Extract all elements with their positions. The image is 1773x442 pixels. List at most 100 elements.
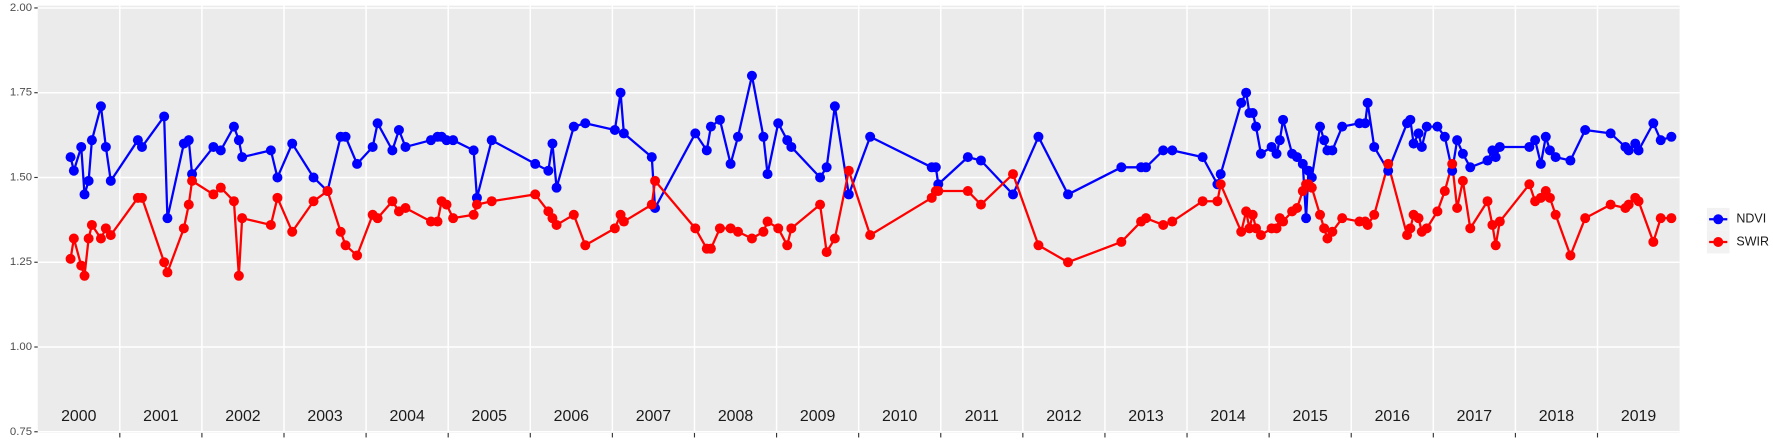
data-point <box>551 219 562 230</box>
data-point <box>646 199 657 210</box>
data-point <box>1565 250 1576 261</box>
data-point <box>646 152 657 163</box>
data-point <box>618 128 629 139</box>
data-point <box>1439 131 1450 142</box>
data-point <box>725 158 736 169</box>
data-point <box>1197 152 1208 163</box>
data-point <box>1439 186 1450 197</box>
data-point <box>1490 240 1501 251</box>
data-point <box>233 270 244 281</box>
data-point <box>1247 209 1258 220</box>
data-point <box>393 125 404 136</box>
data-point <box>159 111 170 122</box>
data-point <box>486 196 497 207</box>
year-label: 2013 <box>1128 408 1164 425</box>
data-point <box>1319 223 1330 234</box>
data-point <box>1271 148 1282 159</box>
data-point <box>580 118 591 129</box>
data-point <box>83 175 94 186</box>
data-point <box>1158 145 1169 156</box>
y-tick-label: 2.00 <box>10 2 32 14</box>
y-tick-label: 1.50 <box>10 171 32 183</box>
data-point <box>1544 145 1555 156</box>
data-point <box>136 192 147 203</box>
data-point <box>758 131 769 142</box>
year-label: 2016 <box>1375 408 1411 425</box>
data-point <box>1247 108 1258 119</box>
data-point <box>1255 230 1266 241</box>
data-point <box>340 240 351 251</box>
legend-label: NDVI <box>1736 212 1766 226</box>
data-point <box>530 189 541 200</box>
data-point <box>1241 87 1252 98</box>
data-point <box>183 135 194 146</box>
data-point <box>815 172 826 183</box>
data-point <box>1524 141 1535 152</box>
year-label: 2004 <box>389 408 425 425</box>
data-point <box>1452 135 1463 146</box>
data-point <box>1457 175 1468 186</box>
data-point <box>568 209 579 220</box>
y-tick-label: 0.75 <box>10 426 32 438</box>
data-point <box>1550 209 1561 220</box>
data-point <box>1033 240 1044 251</box>
data-point <box>1421 121 1432 132</box>
data-point <box>690 128 701 139</box>
data-point <box>1033 131 1044 142</box>
data-point <box>1544 192 1555 203</box>
data-point <box>1432 206 1443 217</box>
data-point <box>432 216 443 227</box>
data-point <box>372 118 383 129</box>
data-point <box>79 270 90 281</box>
data-point <box>1236 226 1247 237</box>
data-point <box>933 186 944 197</box>
data-point <box>580 240 591 251</box>
year-label: 2008 <box>718 408 754 425</box>
data-point <box>105 230 116 241</box>
year-label: 2003 <box>307 408 343 425</box>
data-point <box>1408 138 1419 149</box>
data-point <box>962 152 973 163</box>
data-point <box>1432 121 1443 132</box>
data-point <box>352 250 363 261</box>
data-point <box>68 233 79 244</box>
data-point <box>471 199 482 210</box>
data-point <box>486 135 497 146</box>
data-point <box>105 175 116 186</box>
data-point <box>1482 196 1493 207</box>
data-point <box>1140 162 1151 173</box>
data-point <box>1369 141 1380 152</box>
data-point <box>1167 216 1178 227</box>
data-point <box>162 213 173 224</box>
year-label: 2006 <box>554 408 590 425</box>
data-point <box>1319 135 1330 146</box>
data-point <box>1278 216 1289 227</box>
data-point <box>400 141 411 152</box>
data-point <box>287 138 298 149</box>
data-point <box>1063 189 1074 200</box>
data-point <box>701 145 712 156</box>
data-point <box>1623 145 1634 156</box>
data-point <box>178 223 189 234</box>
data-point <box>1292 202 1303 213</box>
data-point <box>1465 223 1476 234</box>
data-point <box>786 223 797 234</box>
data-point <box>1116 162 1127 173</box>
data-point <box>1197 196 1208 207</box>
year-label: 2017 <box>1457 408 1493 425</box>
data-point <box>1255 148 1266 159</box>
data-point <box>448 213 459 224</box>
data-point <box>1007 189 1018 200</box>
data-point <box>237 152 248 163</box>
data-point <box>1315 209 1326 220</box>
data-point <box>1633 145 1644 156</box>
data-point <box>1271 223 1282 234</box>
data-point <box>1457 148 1468 159</box>
data-point <box>1565 155 1576 166</box>
data-point <box>975 155 986 166</box>
data-point <box>1405 223 1416 234</box>
data-point <box>265 145 276 156</box>
data-point <box>746 70 757 81</box>
data-point <box>468 145 479 156</box>
